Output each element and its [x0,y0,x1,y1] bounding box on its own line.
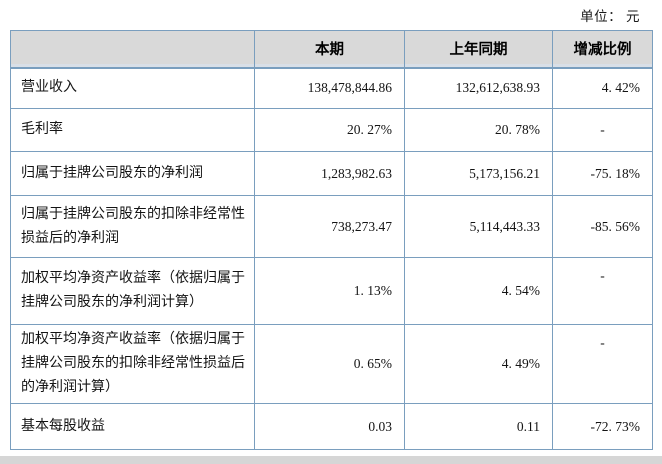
table-row: 加权平均净资产收益率（依据归属于挂牌公司股东的净利润计算） 1. 13% 4. … [10,257,653,325]
change-ratio-value: - [552,257,653,325]
table-row: 加权平均净资产收益率（依据归属于挂牌公司股东的扣除非经常性损益后的净利润计算） … [10,324,653,404]
unit-label: 单位： 元 [580,9,640,24]
current-period-value: 738,273.47 [254,195,405,258]
current-period-value: 20. 27% [254,108,405,152]
row-label-basic-eps: 基本每股收益 [10,403,255,450]
prior-period-value: 5,173,156.21 [404,151,553,196]
table-row: 基本每股收益 0.03 0.11 -72. 73% [10,403,653,450]
row-label-net-profit: 归属于挂牌公司股东的净利润 [10,151,255,196]
header-current-period: 本期 [254,30,405,69]
change-ratio-value: 4. 42% [552,67,653,109]
row-label-weighted-avg-roe-excl-nonrecurring: 加权平均净资产收益率（依据归属于挂牌公司股东的扣除非经常性损益后的净利润计算） [10,324,255,404]
current-period-value: 138,478,844.86 [254,67,405,109]
prior-period-value: 20. 78% [404,108,553,152]
table-row: 毛利率 20. 27% 20. 78% - [10,108,653,152]
header-row: 本期 上年同期 增减比例 [10,30,653,69]
current-period-value: 0. 65% [254,324,405,404]
row-label-net-profit-excl-nonrecurring: 归属于挂牌公司股东的扣除非经常性损益后的净利润 [10,195,255,258]
prior-period-value: 5,114,443.33 [404,195,553,258]
table-row: 归属于挂牌公司股东的扣除非经常性损益后的净利润 738,273.47 5,114… [10,195,653,258]
change-ratio-value: -75. 18% [552,151,653,196]
current-period-value: 1. 13% [254,257,405,325]
header-item-column [10,30,255,69]
current-period-value: 0.03 [254,403,405,450]
current-period-value: 1,283,982.63 [254,151,405,196]
change-ratio-value: - [552,108,653,152]
table-row: 营业收入 138,478,844.86 132,612,638.93 4. 42… [10,67,653,109]
row-label-gross-margin: 毛利率 [10,108,255,152]
table-row: 归属于挂牌公司股东的净利润 1,283,982.63 5,173,156.21 … [10,151,653,196]
prior-period-value: 132,612,638.93 [404,67,553,109]
header-prior-period: 上年同期 [404,30,553,69]
financial-summary-table: 本期 上年同期 增减比例 营业收入 138,478,844.86 132,612… [10,30,653,450]
prior-period-value: 0.11 [404,403,553,450]
row-label-weighted-avg-roe: 加权平均净资产收益率（依据归属于挂牌公司股东的净利润计算） [10,257,255,325]
change-ratio-value: -85. 56% [552,195,653,258]
change-ratio-value: -72. 73% [552,403,653,450]
header-change-ratio: 增减比例 [552,30,653,69]
row-label-operating-revenue: 营业收入 [10,67,255,109]
page-bottom-strip [0,456,662,464]
change-ratio-value: - [552,324,653,404]
prior-period-value: 4. 54% [404,257,553,325]
prior-period-value: 4. 49% [404,324,553,404]
